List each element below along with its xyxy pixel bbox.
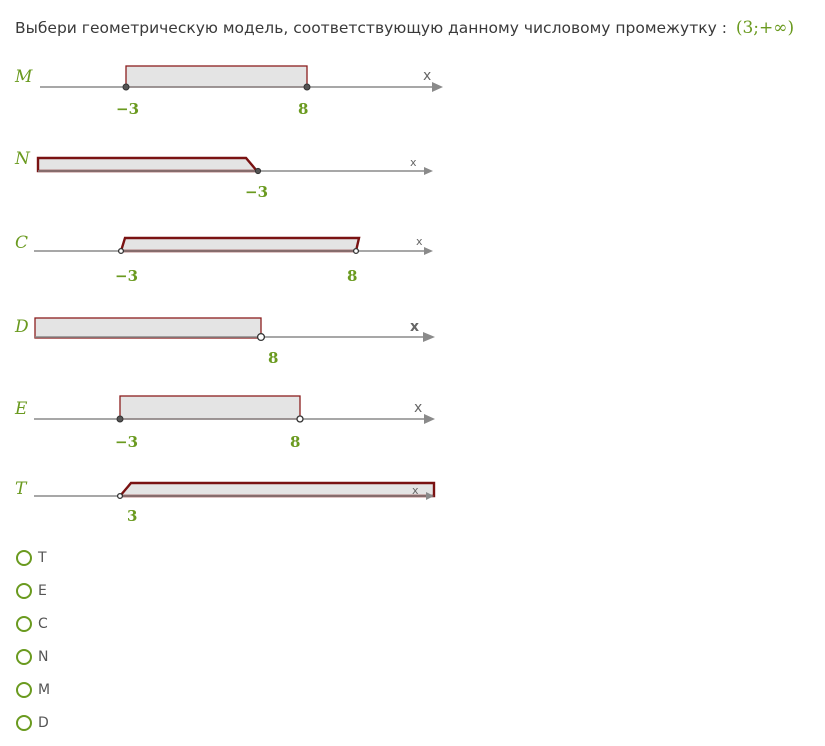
model-label: C [15,233,28,253]
axis-arrow [432,82,443,92]
model-label: M [14,67,33,87]
number-line-m: M x −3 8 [14,65,443,118]
model-m: M x −3 8 [0,58,460,128]
number-line-t: T x 3 [15,479,436,525]
axis-arrow [424,414,435,424]
model-c: C x −3 8 [0,224,460,294]
option-label: D [38,714,49,731]
radio-button[interactable] [16,582,32,599]
open-point [117,247,125,255]
option-e[interactable]: E [16,574,50,607]
open-point [256,332,266,342]
option-t[interactable]: T [16,541,50,574]
answer-options: T E C N M D [16,541,50,739]
model-n: N x −3 [0,142,460,212]
tick-label: −3 [115,267,138,285]
option-n[interactable]: N [16,640,50,673]
option-label: T [38,549,47,566]
number-line-e: E x −3 8 [14,395,435,451]
tick-label: −3 [116,100,139,118]
interval-shading [36,156,260,173]
tick-label: 3 [127,507,137,525]
axis-variable-label: x [414,400,422,416]
axis-arrow [424,247,433,255]
option-c[interactable]: C [16,607,50,640]
model-label: T [15,479,28,499]
axis-arrow [423,332,435,342]
interval-shading [117,481,436,498]
closed-point [303,83,311,91]
number-line-d: D x 8 [14,317,435,367]
option-label: M [38,681,51,698]
model-e: E x −3 8 [0,390,460,460]
interval-shading [119,395,301,420]
radio-button[interactable] [16,549,32,566]
tick-label: 8 [268,349,278,367]
model-d: D x 8 [0,308,460,378]
number-line-c: C x −3 8 [15,233,433,285]
axis-variable-label: x [410,319,419,335]
option-label: N [38,648,49,665]
option-label: C [38,615,48,632]
closed-point [116,415,124,423]
tick-label: −3 [245,183,268,201]
model-label: N [14,149,31,169]
axis-variable-label: x [416,235,423,248]
open-point [116,492,124,500]
option-d[interactable]: D [16,706,50,739]
radio-button[interactable] [16,615,32,632]
tick-label: −3 [115,433,138,451]
radio-button[interactable] [16,648,32,665]
axis-arrow [426,492,434,500]
question-prompt: Выбери геометрическую модель, соответств… [15,19,727,37]
number-line-n: N x −3 [14,149,433,201]
question-text: Выбери геометрическую модель, соответств… [15,18,794,38]
axis-variable-label: x [412,484,419,497]
option-m[interactable]: M [16,673,50,706]
interval-shading [34,317,262,339]
axis-variable-label: x [423,68,431,84]
closed-point [254,167,262,175]
interval-shading [119,236,361,253]
radio-button[interactable] [16,681,32,698]
open-point [352,247,360,255]
interval-shading [125,65,308,88]
tick-label: 8 [298,100,308,118]
option-label: E [38,582,47,599]
axis-arrow [424,167,433,175]
tick-label: 8 [347,267,357,285]
model-label: E [14,399,28,419]
open-point [296,415,304,423]
model-t: T x 3 [0,470,460,540]
radio-button[interactable] [16,714,32,731]
closed-point [122,83,130,91]
tick-label: 8 [290,433,300,451]
question-interval: (3;+∞) [735,18,795,38]
axis-variable-label: x [410,156,417,169]
model-label: D [14,317,29,337]
